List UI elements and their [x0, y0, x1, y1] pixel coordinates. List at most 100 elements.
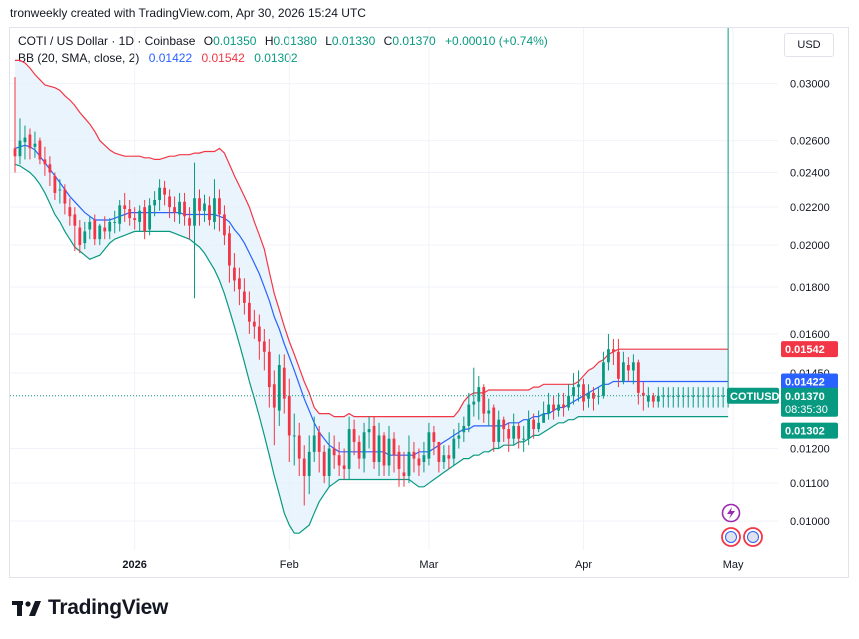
bb-indicator-name[interactable]: BB (20, SMA, close, 2) — [18, 51, 140, 65]
close-value: 0.01370 — [392, 34, 436, 48]
time-axis-label-0: 2026 — [122, 559, 146, 571]
candle-body-113 — [577, 384, 580, 388]
candle-body-115 — [587, 392, 590, 399]
candle-body-129 — [656, 395, 660, 402]
candle-body-4 — [33, 143, 37, 147]
price-axis-label-5: 0.01800 — [790, 282, 830, 294]
candle-body-24 — [133, 218, 137, 221]
candle-body-90 — [462, 425, 466, 433]
candle-body-33 — [178, 201, 181, 215]
candle-body-93 — [477, 387, 481, 402]
candle-body-86 — [442, 455, 446, 463]
chart-header: tronweekly created with TradingView.com,… — [10, 6, 366, 20]
candle-body-108 — [552, 404, 555, 411]
candle-body-142 — [721, 395, 725, 397]
candle-body-12 — [73, 214, 77, 226]
candle-body-69 — [357, 441, 361, 459]
candle-body-76 — [392, 438, 396, 456]
candle-body-105 — [537, 422, 541, 430]
candle-body-70 — [362, 432, 366, 459]
candle-body-16 — [93, 220, 97, 240]
candle-body-139 — [706, 395, 710, 397]
candle-body-19 — [108, 221, 112, 232]
candle-body-97 — [497, 419, 501, 442]
candle-body-136 — [691, 395, 695, 397]
candle-body-2 — [23, 137, 27, 143]
candle-body-82 — [422, 455, 426, 463]
candle-body-79 — [407, 451, 411, 476]
candle-body-58 — [302, 458, 306, 476]
candle-body-0 — [13, 148, 17, 157]
candle-body-43 — [228, 233, 231, 266]
candle-body-78 — [402, 472, 406, 476]
indicator-legend: BB (20, SMA, close, 2) 0.01422 0.01542 0… — [18, 51, 298, 65]
candle-body-23 — [128, 208, 132, 219]
candle-body-112 — [572, 387, 575, 396]
tradingview-logo: TradingView — [12, 596, 168, 620]
currency-button[interactable]: USD — [784, 33, 834, 57]
candle-body-18 — [103, 227, 107, 232]
candle-body-8 — [53, 175, 57, 193]
candle-body-89 — [457, 435, 461, 439]
symbol-title[interactable]: COTI / US Dollar · 1D · Coinbase — [18, 34, 196, 48]
candle-body-39 — [208, 205, 211, 221]
symbol-tag: COTIUSD — [730, 391, 780, 403]
price-axis-label-2: 0.02400 — [790, 168, 830, 180]
time-axis-label-2: Mar — [419, 559, 438, 571]
candle-body-116 — [592, 392, 595, 399]
candle-body-28 — [153, 199, 157, 206]
candle-body-11 — [68, 207, 72, 217]
candle-body-44 — [233, 267, 236, 281]
candle-body-95 — [487, 410, 491, 414]
time-axis-label-4: May — [723, 559, 744, 571]
candlestick-chart[interactable]: 0.03000 0.02600 0.02400 0.02200 0.02000 0.018… — [10, 28, 849, 577]
high-value: 0.01380 — [273, 34, 317, 48]
candle-body-85 — [437, 441, 441, 463]
candle-body-32 — [173, 207, 176, 213]
candle-body-67 — [347, 429, 351, 469]
price-axis-label-6: 0.01600 — [790, 329, 830, 341]
candle-body-130 — [661, 395, 665, 397]
candle-body-125 — [636, 362, 640, 393]
candle-body-92 — [472, 401, 476, 405]
candle-body-63 — [327, 448, 331, 476]
candle-body-35 — [188, 218, 191, 226]
candle-body-7 — [48, 164, 52, 173]
candle-body-20 — [113, 221, 117, 223]
candle-body-111 — [567, 395, 570, 408]
candle-body-68 — [352, 429, 356, 442]
basis-price-tag: 0.01422 — [785, 376, 825, 388]
candle-body-98 — [502, 419, 506, 430]
candle-body-99 — [507, 429, 511, 439]
candle-body-38 — [203, 203, 206, 211]
time-axis-label-3: Apr — [575, 559, 592, 571]
candle-body-48 — [252, 321, 256, 327]
open-value: 0.01350 — [213, 34, 257, 48]
bb-lower-line — [14, 163, 729, 534]
bb-band-fill — [15, 60, 729, 534]
candle-body-137 — [696, 395, 700, 397]
symbol-legend: COTI / US Dollar · 1D · Coinbase O0.0135… — [18, 34, 548, 48]
price-axis-label-1: 0.02600 — [790, 136, 830, 148]
open-label: O — [203, 34, 214, 48]
candle-body-64 — [332, 448, 336, 456]
candle-body-133 — [676, 395, 680, 397]
candle-body-124 — [631, 362, 635, 371]
candle-body-15 — [88, 221, 92, 230]
candle-body-30 — [163, 187, 166, 195]
candle-body-119 — [607, 349, 610, 363]
candle-body-114 — [582, 384, 585, 402]
candle-body-55 — [287, 395, 291, 436]
candle-body-9 — [58, 189, 62, 191]
candle-body-77 — [397, 451, 401, 469]
candle-body-31 — [168, 196, 171, 208]
candle-body-121 — [617, 351, 620, 379]
candle-body-84 — [432, 432, 436, 442]
candle-body-140 — [711, 395, 715, 397]
candle-body-3 — [28, 134, 32, 149]
candle-body-27 — [148, 205, 152, 230]
candle-body-94 — [482, 387, 486, 414]
candle-body-122 — [622, 362, 625, 382]
candle-body-96 — [492, 407, 496, 442]
price-axis-label-8: 0.01200 — [790, 444, 830, 456]
